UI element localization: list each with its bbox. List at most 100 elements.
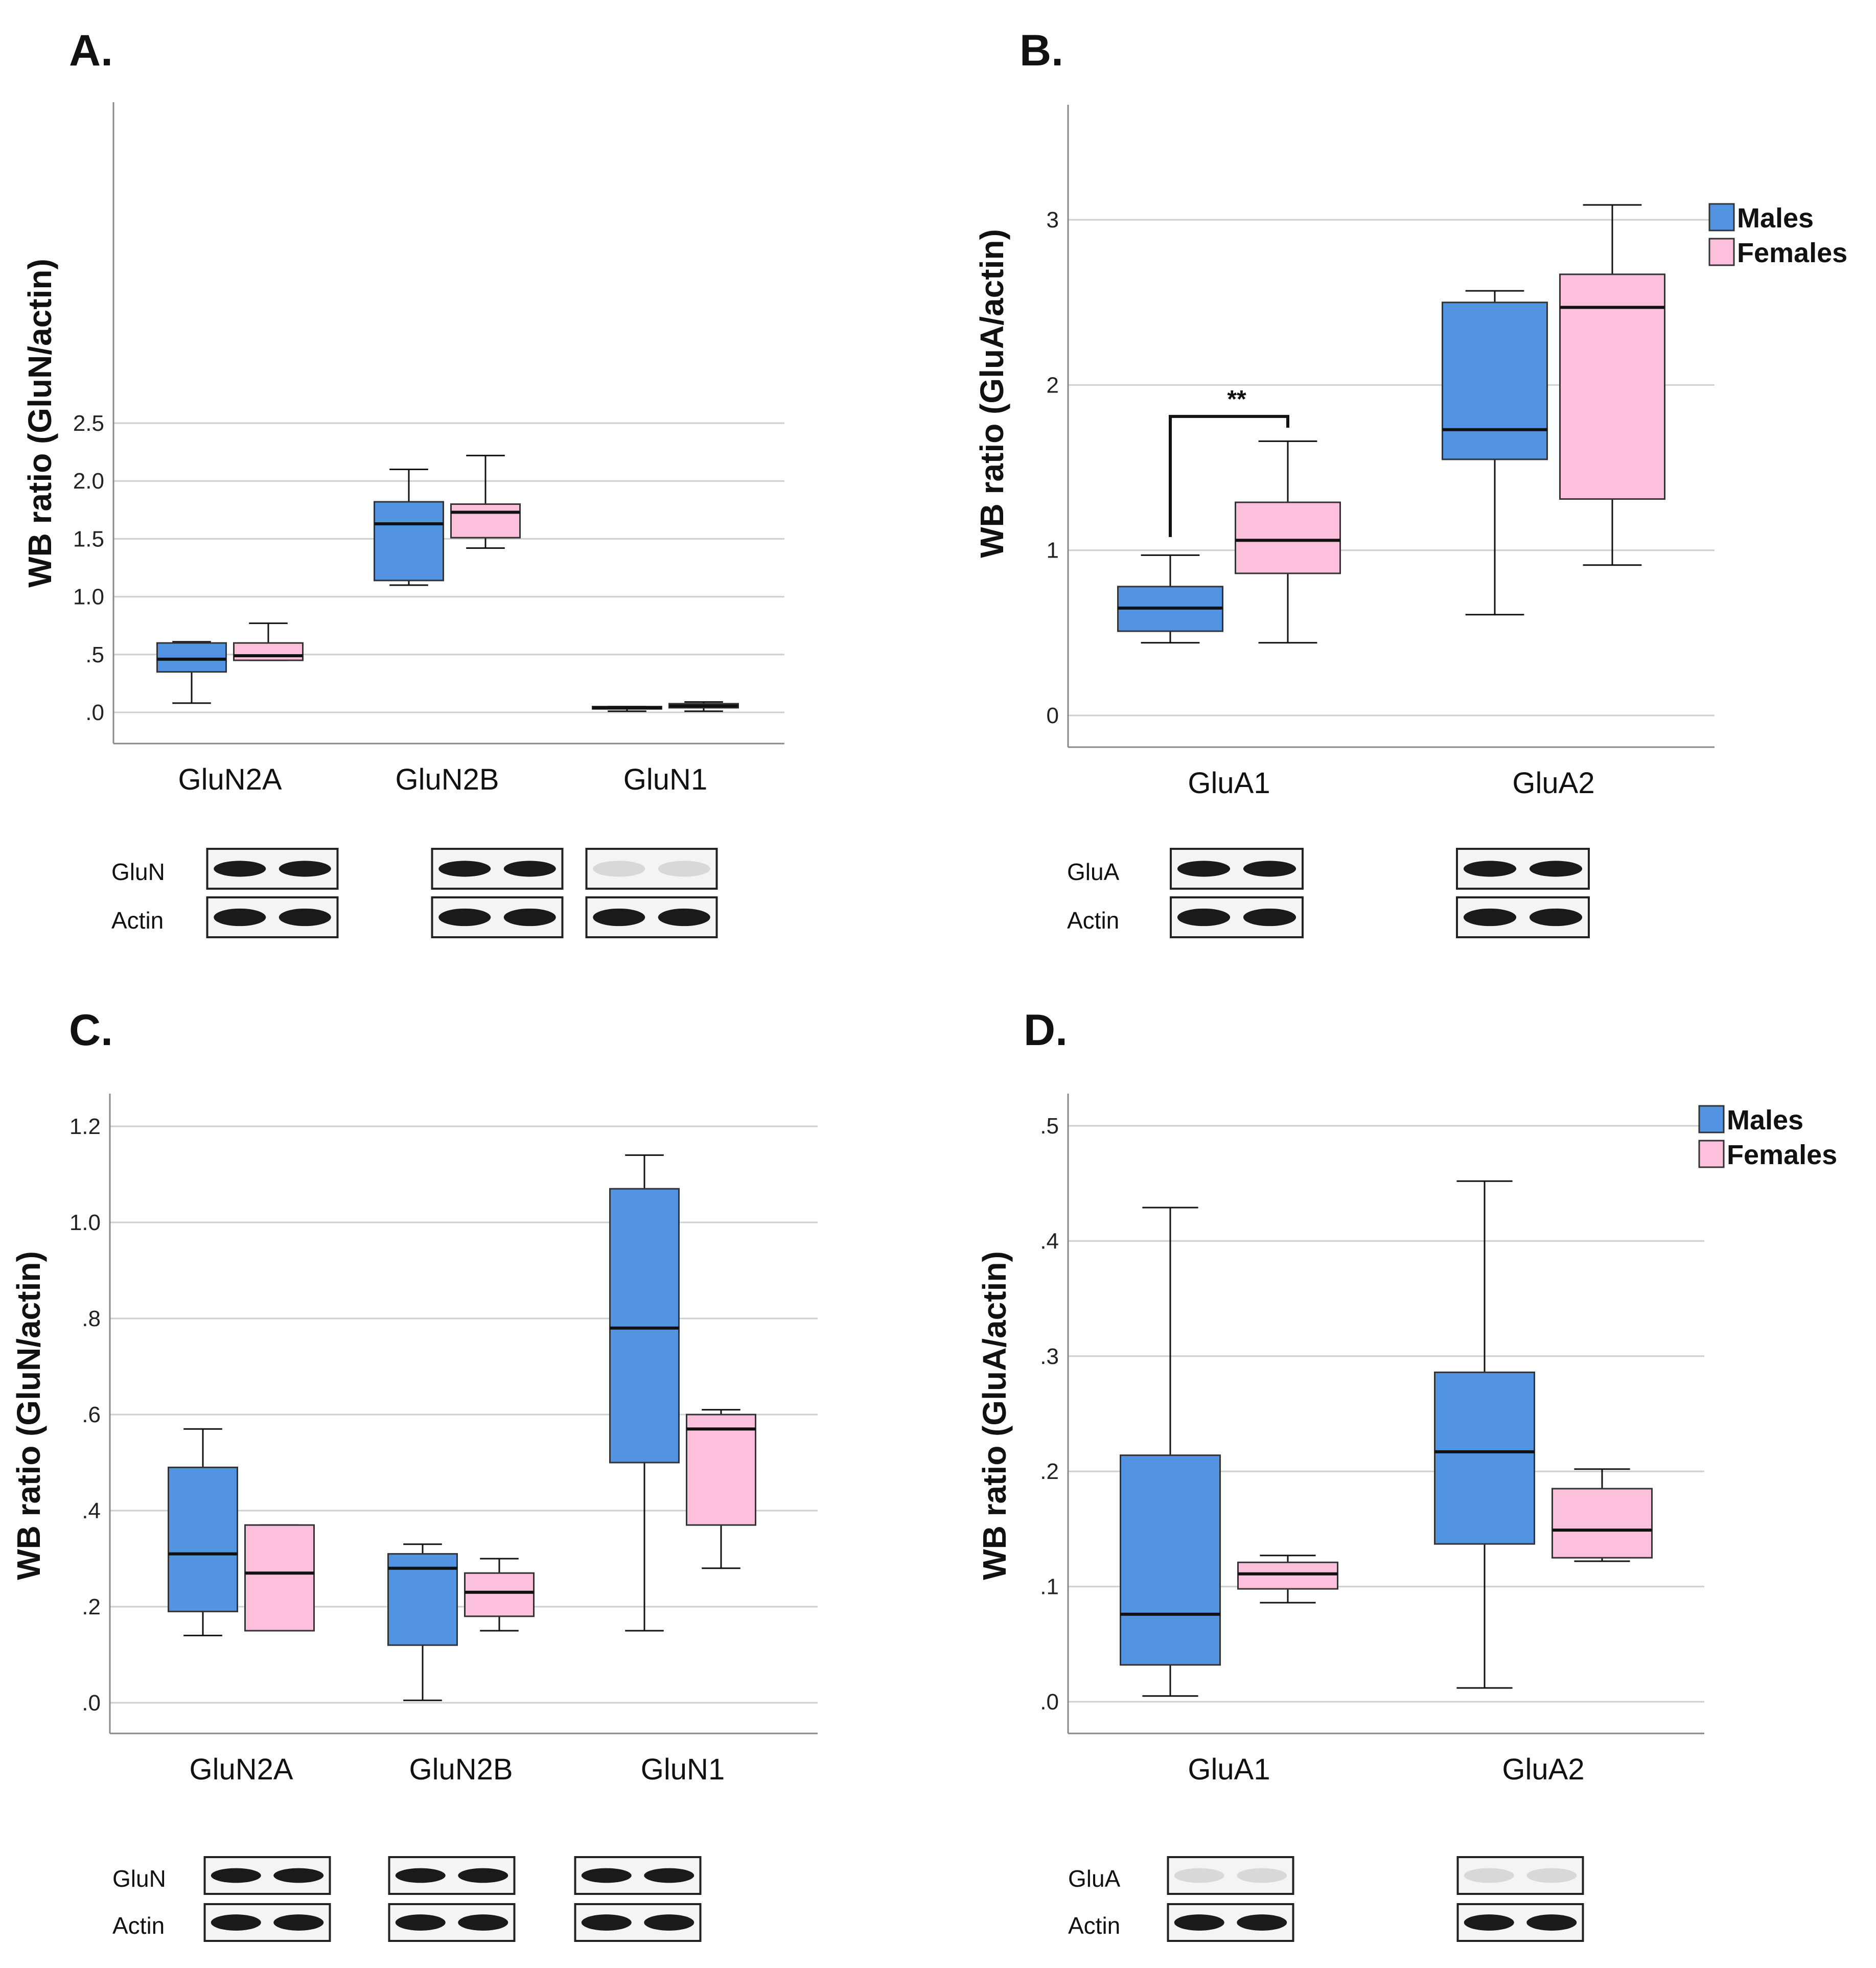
iqr-box — [1551, 1488, 1653, 1559]
y-tick-label: 2.0 — [73, 469, 104, 494]
panel-letter: A. — [69, 26, 113, 75]
box-males-glun2a — [168, 1428, 238, 1636]
box-males-glua2 — [1434, 1180, 1535, 1689]
legend-swatch-females — [1708, 238, 1735, 266]
panel-c: C. .0 .2 .4 .6 .8 1.0 1.2 WB ratio (GluN/actin) G… — [10, 1006, 818, 1942]
iqr-box — [464, 1572, 535, 1617]
y-axis-label: WB ratio (GluN/actin) — [10, 1251, 47, 1580]
x-category-label: GluN2B — [395, 763, 499, 796]
panel-b: B. 0 1 2 3 WB ratio (GluA/actin) GluA1 GluA2 ** M… — [974, 26, 1847, 938]
box-females-glun1 — [668, 701, 739, 712]
y-tick-label: 1.2 — [70, 1114, 101, 1139]
x-category-label: GluN1 — [623, 763, 707, 796]
box-females-glun2b — [450, 454, 521, 549]
y-tick-label: .2 — [1040, 1459, 1059, 1484]
y-tick-label: 0 — [1047, 703, 1059, 728]
blot-target-strip — [585, 848, 718, 890]
iqr-box — [244, 1524, 315, 1632]
blot-band — [1526, 1868, 1577, 1883]
blot-actin-strip — [1456, 896, 1590, 938]
blot-actin-strip — [203, 1903, 331, 1942]
y-axis-label: WB ratio (GluN/actin) — [21, 259, 58, 588]
box-females-glun1 — [686, 1409, 756, 1569]
blot-band — [503, 861, 556, 877]
panel-letter: C. — [69, 1006, 113, 1055]
blot-band — [1463, 908, 1517, 927]
y-axis-label: WB ratio (GluA/actin) — [974, 229, 1010, 558]
blot-band — [1526, 1914, 1577, 1931]
blot-band — [214, 861, 266, 877]
x-category-label: GluA2 — [1502, 1753, 1584, 1786]
box-males-glun2a — [156, 641, 227, 704]
panel-letter: D. — [1024, 1006, 1068, 1055]
blot-band — [211, 1868, 261, 1883]
blot-actin-strip — [585, 896, 718, 938]
legend-label-males: Males — [1737, 203, 1814, 234]
box-females-glua1 — [1237, 1555, 1338, 1604]
blot-actin-strip — [1167, 1903, 1294, 1942]
blot-band — [458, 1868, 508, 1883]
x-category-label: GluA1 — [1188, 1753, 1270, 1786]
blot-band — [1529, 908, 1583, 927]
blot-label-actin: Actin — [1067, 907, 1119, 934]
box-males-glun1 — [609, 1154, 680, 1632]
iqr-box — [609, 1188, 680, 1464]
box-males-glun2b — [387, 1543, 458, 1701]
blot-target-strip — [1456, 1856, 1584, 1895]
y-tick-label: .2 — [82, 1594, 101, 1619]
box-females-glun2b — [464, 1558, 535, 1632]
box-females-glua2 — [1551, 1468, 1653, 1562]
iqr-box — [1434, 1371, 1535, 1545]
blot-band — [395, 1868, 446, 1883]
blot-actin-strip — [431, 896, 564, 938]
iqr-box — [1559, 273, 1665, 500]
iqr-box — [168, 1466, 238, 1612]
blot-band — [1529, 861, 1583, 877]
y-tick-label: 2.5 — [73, 411, 104, 436]
blot-label-actin: Actin — [112, 1912, 165, 1939]
blot-band — [395, 1914, 446, 1931]
y-tick-label: .4 — [1040, 1229, 1059, 1254]
blot-target-strip — [431, 848, 564, 890]
x-category-label: GluN2B — [409, 1753, 513, 1786]
y-tick-label: .1 — [1040, 1575, 1059, 1600]
blot-band — [1237, 1914, 1287, 1931]
blot-target-strip — [574, 1856, 702, 1895]
iqr-box — [686, 1414, 756, 1526]
blot-actin-strip — [574, 1903, 702, 1942]
iqr-box — [450, 503, 521, 539]
box-males-glun1 — [592, 706, 662, 712]
blot-band — [503, 908, 556, 927]
y-tick-label: 1.0 — [73, 585, 104, 610]
y-tick-label: .3 — [1040, 1344, 1059, 1369]
panel-d: D. .0 .1 .2 .3 .4 .5 WB ratio (GluA/actin) GluA1… — [976, 1006, 1837, 1942]
box-females-glun2a — [233, 622, 304, 661]
significance-label: ** — [1227, 386, 1246, 413]
y-tick-label: .0 — [82, 1691, 101, 1716]
legend-label-males: Males — [1727, 1105, 1803, 1136]
x-category-label: GluN2A — [189, 1753, 293, 1786]
blot-target-strip — [388, 1856, 516, 1895]
blot-target-strip — [206, 848, 339, 890]
box-males-glun2b — [374, 469, 444, 586]
blot-actin-strip — [206, 896, 339, 938]
iqr-box — [156, 642, 227, 673]
blot-band — [273, 1914, 324, 1931]
x-category-label: GluA2 — [1512, 767, 1594, 800]
blot-band — [1177, 861, 1231, 877]
blot-band — [458, 1914, 508, 1931]
y-tick-label: 1 — [1047, 538, 1059, 563]
blot-label-actin: Actin — [1068, 1912, 1120, 1939]
blot-band — [1464, 1914, 1514, 1931]
blot-band — [1243, 908, 1296, 927]
y-tick-label: .5 — [85, 642, 104, 667]
box-females-glua1 — [1235, 440, 1341, 644]
blot-label-target: GluN — [111, 859, 165, 885]
blot-band — [1463, 861, 1517, 877]
blot-band — [438, 861, 491, 877]
iqr-box — [233, 642, 304, 661]
blot-label-target: GluA — [1068, 1865, 1121, 1892]
blot-band — [1174, 1868, 1224, 1883]
y-tick-label: 2 — [1047, 373, 1059, 398]
